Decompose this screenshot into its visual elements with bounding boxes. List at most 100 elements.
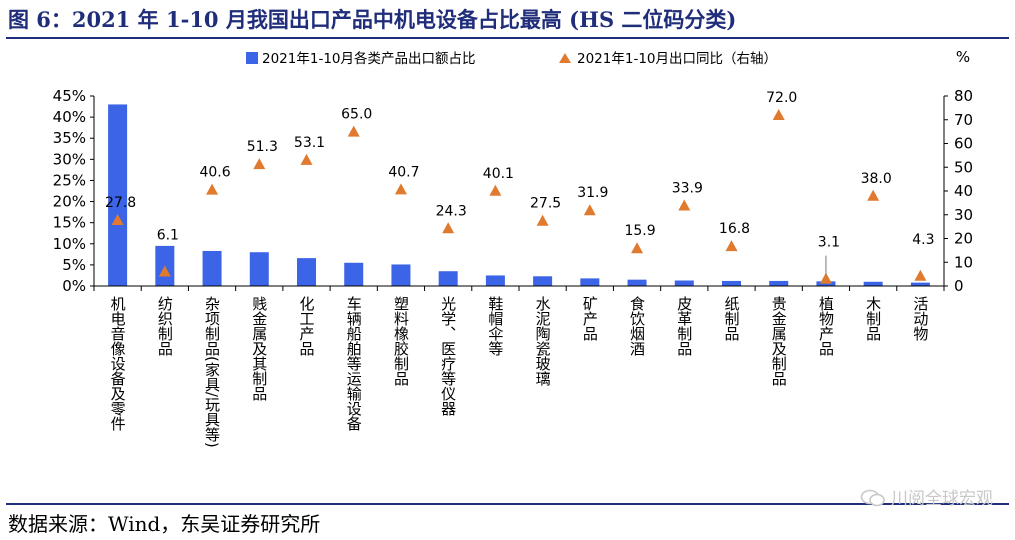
bar [297, 258, 316, 286]
category-label: 杂项制品(家具/玩具等) [203, 296, 221, 448]
data-label: 27.5 [530, 196, 561, 212]
triangle-marker [253, 158, 266, 170]
right-tick-label: 20 [954, 230, 973, 248]
bar [485, 275, 505, 286]
left-tick-label: 45% [53, 87, 86, 105]
right-tick-label: 50 [954, 158, 973, 176]
legend-triangle-swatch [559, 53, 571, 63]
data-label: 72.0 [766, 90, 797, 106]
right-axis-unit: % [956, 48, 970, 66]
data-label: 40.7 [388, 164, 419, 180]
data-label: 53.1 [294, 135, 325, 151]
left-tick-label: 20% [53, 193, 86, 211]
category-label: 光学、医疗等仪器 [439, 296, 457, 416]
title-rule [6, 37, 1009, 39]
left-tick-label: 35% [53, 129, 86, 147]
triangle-marker [442, 222, 455, 234]
data-label: 27.8 [105, 195, 136, 211]
watermark: 川阅全球宏观 [860, 484, 993, 509]
bar [816, 281, 836, 286]
triangle-marker [772, 109, 785, 120]
triangle-marker [536, 214, 549, 226]
left-tick-label: 0% [62, 277, 86, 295]
triangle-marker [347, 125, 360, 137]
bar [438, 271, 458, 286]
data-label: 65.0 [341, 107, 372, 123]
right-tick-label: 10 [954, 253, 973, 271]
data-label: 15.9 [624, 223, 655, 239]
category-label: 植物产品 [817, 296, 835, 356]
source-note: 数据来源：Wind，东吴证券研究所 [8, 512, 321, 536]
category-label: 木制品 [864, 296, 882, 341]
bar [108, 104, 128, 286]
bar [910, 282, 930, 286]
left-tick-label: 25% [53, 171, 86, 189]
category-label: 活动物 [911, 296, 929, 342]
data-label: 51.3 [247, 139, 278, 155]
legend-bar-swatch [246, 52, 258, 64]
right-tick-label: 40 [954, 182, 973, 200]
data-label: 6.1 [157, 228, 179, 244]
bar [863, 281, 883, 286]
bar [769, 280, 789, 286]
category-label: 化工产品 [298, 296, 316, 356]
category-label: 纺织制品 [156, 296, 174, 356]
category-label: 鞋帽伞等 [486, 296, 504, 356]
triangle-marker [158, 265, 171, 277]
legend-bar-label: 2021年1-10月各类产品出口额占比 [262, 51, 476, 67]
triangle-marker [678, 199, 691, 211]
right-tick-label: 0 [954, 277, 964, 295]
triangle-marker [819, 272, 832, 284]
triangle-marker [583, 204, 596, 216]
data-label: 16.8 [719, 221, 750, 237]
bar [722, 280, 741, 286]
category-label: 贱金属及其制品 [250, 296, 268, 401]
data-label: 24.3 [436, 203, 467, 219]
category-label: 塑料橡胶制品 [392, 296, 410, 386]
right-tick-label: 70 [954, 111, 973, 129]
bar [580, 278, 600, 286]
bar [391, 264, 411, 286]
bar [202, 250, 222, 286]
bar [533, 276, 553, 286]
bar [344, 262, 364, 286]
category-label: 纸制品 [723, 296, 741, 341]
left-tick-label: 40% [53, 108, 86, 126]
triangle-marker [111, 213, 124, 225]
data-label: 40.1 [483, 166, 514, 182]
right-tick-label: 30 [954, 206, 973, 224]
bar [627, 279, 647, 286]
triangle-marker [300, 153, 313, 165]
category-label: 矿产品 [581, 296, 599, 341]
left-tick-label: 15% [53, 214, 86, 232]
right-tick-label: 60 [954, 135, 973, 153]
category-label: 皮革制品 [675, 296, 693, 356]
triangle-marker [725, 240, 738, 252]
left-tick-label: 10% [53, 235, 86, 253]
chart: 2021年1-10月各类产品出口额占比 2021年1-10月出口同比（右轴） % 0%… [53, 48, 973, 448]
triangle-marker [631, 242, 644, 254]
left-tick-label: 30% [53, 150, 86, 168]
watermark-text: 川阅全球宏观 [891, 489, 993, 509]
data-label: 33.9 [672, 180, 703, 196]
data-label: 40.6 [199, 165, 230, 181]
data-label: 31.9 [577, 185, 608, 201]
category-label: 机电音像设备及零件 [109, 296, 127, 431]
data-label: 38.0 [861, 171, 892, 187]
footer-rule [6, 503, 1009, 505]
right-tick-label: 80 [954, 87, 973, 105]
left-tick-label: 5% [62, 256, 86, 274]
triangle-marker [489, 184, 502, 196]
bar [249, 252, 269, 286]
category-label: 水泥陶瓷玻璃 [534, 296, 552, 386]
triangle-marker [394, 183, 407, 195]
category-label: 车辆船舶等运输设备 [345, 296, 363, 431]
bar [674, 280, 694, 286]
data-label: 3.1 [818, 235, 840, 251]
triangle-marker [867, 189, 880, 201]
category-label: 贵金属及制品 [770, 296, 788, 386]
triangle-marker [914, 269, 927, 281]
wechat-icon [860, 489, 885, 507]
chart-title: 图 6：2021 年 1-10 月我国出口产品中机电设备占比最高 (HS 二位码… [8, 7, 737, 32]
data-label: 4.3 [912, 232, 934, 248]
